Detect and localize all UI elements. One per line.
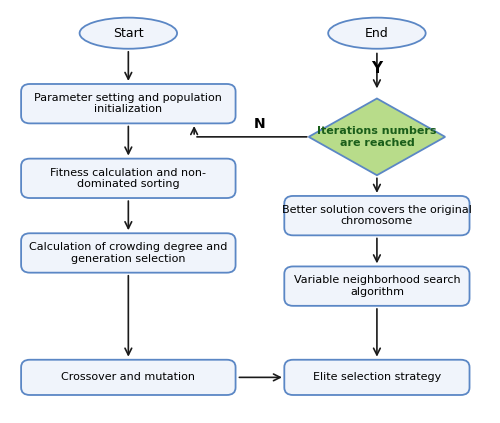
FancyBboxPatch shape	[21, 233, 236, 273]
Polygon shape	[308, 99, 445, 175]
FancyBboxPatch shape	[284, 196, 470, 235]
Text: Elite selection strategy: Elite selection strategy	[313, 372, 441, 382]
FancyBboxPatch shape	[21, 360, 236, 395]
Ellipse shape	[328, 18, 426, 49]
Text: Variable neighborhood search
algorithm: Variable neighborhood search algorithm	[294, 275, 460, 297]
Text: N: N	[254, 117, 266, 131]
Ellipse shape	[80, 18, 177, 49]
Text: Fitness calculation and non-
dominated sorting: Fitness calculation and non- dominated s…	[50, 168, 206, 189]
Text: Crossover and mutation: Crossover and mutation	[62, 372, 196, 382]
FancyBboxPatch shape	[284, 360, 470, 395]
Text: Calculation of crowding degree and
generation selection: Calculation of crowding degree and gener…	[29, 242, 228, 264]
Text: End: End	[365, 27, 389, 40]
Text: Y: Y	[372, 61, 382, 76]
FancyBboxPatch shape	[21, 84, 236, 124]
Text: Start: Start	[113, 27, 144, 40]
FancyBboxPatch shape	[21, 159, 236, 198]
Text: Parameter setting and population
initialization: Parameter setting and population initial…	[34, 93, 222, 115]
Text: Iterations numbers
are reached: Iterations numbers are reached	[317, 126, 436, 148]
Text: Better solution covers the original
chromosome: Better solution covers the original chro…	[282, 205, 472, 226]
FancyBboxPatch shape	[284, 266, 470, 306]
